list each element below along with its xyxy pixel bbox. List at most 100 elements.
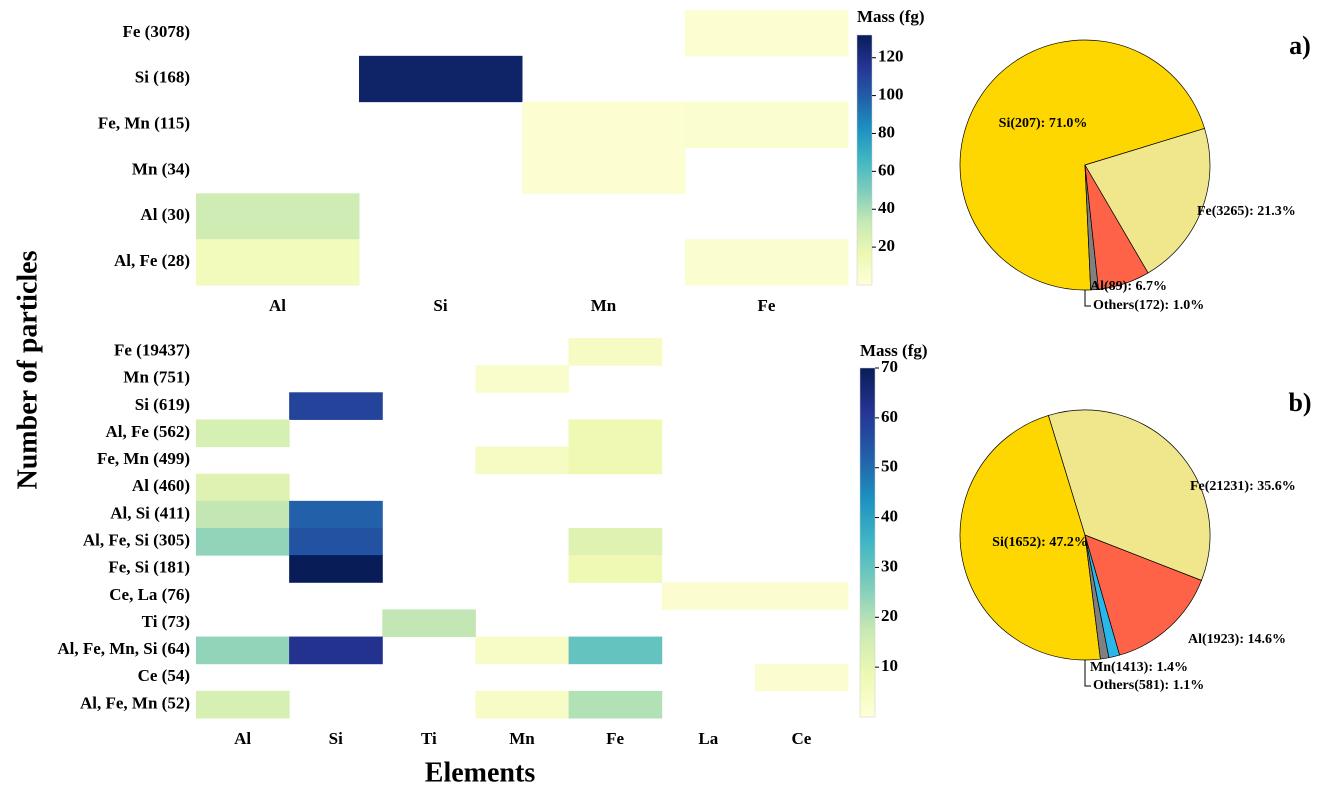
heat-cell [289,500,383,529]
pie-slice [1084,128,1211,274]
colorbar-tick-label: 40 [878,198,895,217]
heat-cell [522,101,686,148]
row-label: Ce, La (76) [109,585,190,604]
panel-label: a) [1289,31,1311,60]
heat-cell [568,690,663,719]
colorbar-title: Mass (fg) [857,7,925,26]
slice-label: Others(172): 1.0% [1093,298,1204,313]
colorbar-title: Mass (fg) [860,341,928,360]
heat-cell [196,636,290,665]
colorbar-tick-label: 50 [881,457,898,476]
heat-cell [475,636,570,665]
slice-label: Si(207): 71.0% [999,116,1088,131]
row-label: Al (30) [140,205,190,224]
x-tick-label: Al [234,729,251,748]
row-label: Ce (54) [138,666,190,685]
heat-cell [196,193,360,240]
colorbar-tick-label: 100 [878,85,904,104]
heat-cell [196,690,290,719]
x-tick-label: La [698,729,718,748]
x-tick-label: Si [433,296,447,315]
heat-cell [196,473,290,502]
colorbar [856,34,873,286]
x-tick-label: Ce [792,729,812,748]
colorbar-tick-label: 120 [878,47,904,66]
x-tick-label: Fe [758,296,776,315]
slice-label: Mn(1413): 1.4% [1090,660,1188,675]
row-label: Al (460) [132,476,190,495]
leader-line [1084,660,1091,687]
colorbar-tick-label: 70 [881,357,898,376]
slice-label: Al(1923): 14.6% [1188,632,1286,647]
pie-slice [1048,409,1211,581]
slice-label: Al(89): 6.7% [1090,279,1167,294]
row-label: Al, Fe (28) [114,251,190,270]
row-label: Mn (751) [123,368,190,387]
heat-cell [382,609,476,638]
heat-cell [754,582,849,610]
heat-cell [568,528,663,556]
row-label: Al, Fe, Mn, Si (64) [57,639,190,658]
heat-cell [475,365,570,393]
heat-cell [754,663,849,692]
heat-cell [568,446,663,475]
x-tick-label: Si [329,729,343,748]
x-axis-label: Elements [425,757,536,788]
heat-cell [196,500,290,529]
x-tick-label: Al [269,296,286,315]
row-label: Fe, Mn (499) [97,449,190,468]
slice-label: Fe(3265): 21.3% [1197,204,1296,219]
row-label: Ti (73) [142,612,190,631]
panel-label: b) [1288,388,1311,417]
heat-cell [568,636,663,665]
y-axis-label: Number of particles [12,250,43,489]
slice-label: Others(581): 1.1% [1093,678,1204,693]
heat-cell [661,582,756,610]
leader-line [1084,290,1091,307]
row-label: Si (619) [135,395,190,414]
colorbar-tick-label: 30 [881,556,898,575]
heat-cell [522,147,686,194]
colorbar-tick-label: 80 [878,122,895,141]
heat-cell [475,690,570,719]
pie-slice [959,415,1101,661]
x-tick-label: Fe [606,729,624,748]
row-label: Fe (3078) [122,22,190,41]
row-label: Al, Si (411) [110,503,190,522]
x-tick-label: Ti [421,729,437,748]
colorbar-tick-label: 60 [881,407,898,426]
row-label: Si (168) [135,68,190,87]
x-tick-label: Mn [509,729,535,748]
colorbar-tick-label: 60 [878,160,895,179]
heat-cell [359,55,523,103]
heat-cell [289,555,383,583]
pie-slice [959,39,1205,291]
heat-cell [475,446,570,475]
heat-cell [196,528,290,556]
colorbar-tick-label: 10 [881,656,898,675]
heat-cell [196,239,360,286]
heat-cell [289,528,383,556]
heat-cell [196,419,290,448]
colorbar [859,367,876,718]
heat-cell [685,10,849,57]
colorbar-tick-label: 40 [881,506,898,525]
row-label: Mn (34) [132,159,190,178]
row-label: Al, Fe, Mn (52) [80,693,190,712]
slice-label: Fe(21231): 35.6% [1190,479,1296,494]
row-label: Fe, Si (181) [108,558,190,577]
x-tick-label: Mn [591,296,617,315]
row-label: Al, Fe, Si (305) [83,530,190,549]
pie-slice [1084,534,1202,656]
colorbar-tick-label: 20 [881,606,898,625]
heat-cell [568,555,663,583]
heat-cell [568,338,663,366]
heat-cell [568,419,663,448]
row-label: Fe (19437) [114,340,190,359]
heat-cell [289,636,383,665]
heat-cell [685,239,849,286]
row-label: Fe, Mn (115) [98,113,190,132]
heat-cell [289,392,383,420]
colorbar-tick-label: 20 [878,236,895,255]
